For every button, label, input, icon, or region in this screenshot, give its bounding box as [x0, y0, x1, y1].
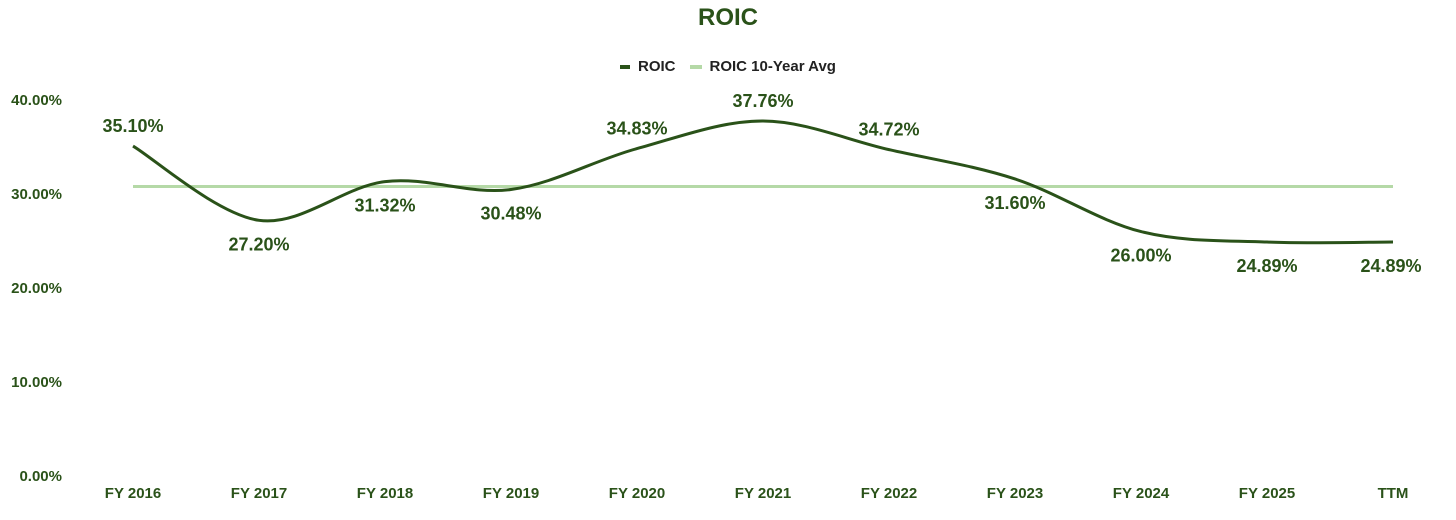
- legend-swatch-roic: [620, 64, 631, 69]
- roic-point: [131, 144, 135, 148]
- roic-point: [635, 147, 639, 151]
- roic-data-label: 24.89%: [1236, 256, 1297, 276]
- roic-data-label: 31.32%: [354, 196, 415, 216]
- roic-data-label: 27.20%: [228, 234, 289, 254]
- x-tick-label: FY 2018: [357, 485, 413, 502]
- x-tick-label: FY 2022: [861, 485, 917, 502]
- chart-title: ROIC: [698, 4, 758, 31]
- roic-point: [1013, 177, 1017, 181]
- legend-item-roic[interactable]: ROIC: [620, 58, 676, 75]
- y-tick-label: 30.00%: [11, 186, 62, 203]
- x-tick-label: FY 2023: [987, 485, 1043, 502]
- legend-label-avg: ROIC 10-Year Avg: [709, 58, 836, 75]
- y-tick-label: 0.00%: [19, 468, 62, 485]
- roic-point: [257, 218, 261, 222]
- x-tick-label: FY 2017: [231, 485, 287, 502]
- roic-point: [1139, 230, 1143, 234]
- x-tick-label: FY 2021: [735, 485, 791, 502]
- roic-data-label: 37.76%: [732, 91, 793, 111]
- roic-data-label: 31.60%: [984, 193, 1045, 213]
- roic-data-label: 35.10%: [102, 116, 163, 136]
- roic-point: [887, 148, 891, 152]
- x-tick-label: FY 2024: [1113, 485, 1170, 502]
- roic-data-label: 34.83%: [606, 119, 667, 139]
- x-tick-label: TTM: [1378, 485, 1409, 502]
- roic-data-label: 26.00%: [1110, 246, 1171, 266]
- roic-data-label: 30.48%: [480, 203, 541, 223]
- roic-point: [1265, 240, 1269, 244]
- legend-item-avg[interactable]: ROIC 10-Year Avg: [689, 58, 836, 75]
- roic-point: [509, 187, 513, 191]
- legend-swatch-avg: [689, 64, 702, 69]
- x-tick-label: FY 2019: [483, 485, 539, 502]
- y-tick-label: 20.00%: [11, 280, 62, 297]
- roic-data-label: 24.89%: [1360, 256, 1421, 276]
- x-tick-label: FY 2025: [1239, 485, 1295, 502]
- x-tick-label: FY 2016: [105, 485, 161, 502]
- roic-line: [132, 119, 1394, 245]
- y-tick-label: 10.00%: [11, 374, 62, 391]
- x-tick-label: FY 2020: [609, 485, 665, 502]
- roic-point: [761, 119, 765, 123]
- y-tick-label: 40.00%: [11, 92, 62, 109]
- roic-point: [1391, 240, 1395, 244]
- roic-point: [383, 180, 387, 184]
- legend-label-roic: ROIC: [638, 58, 676, 75]
- legend: ROIC ROIC 10-Year Avg: [0, 58, 1456, 75]
- roic-data-label: 34.72%: [858, 120, 919, 140]
